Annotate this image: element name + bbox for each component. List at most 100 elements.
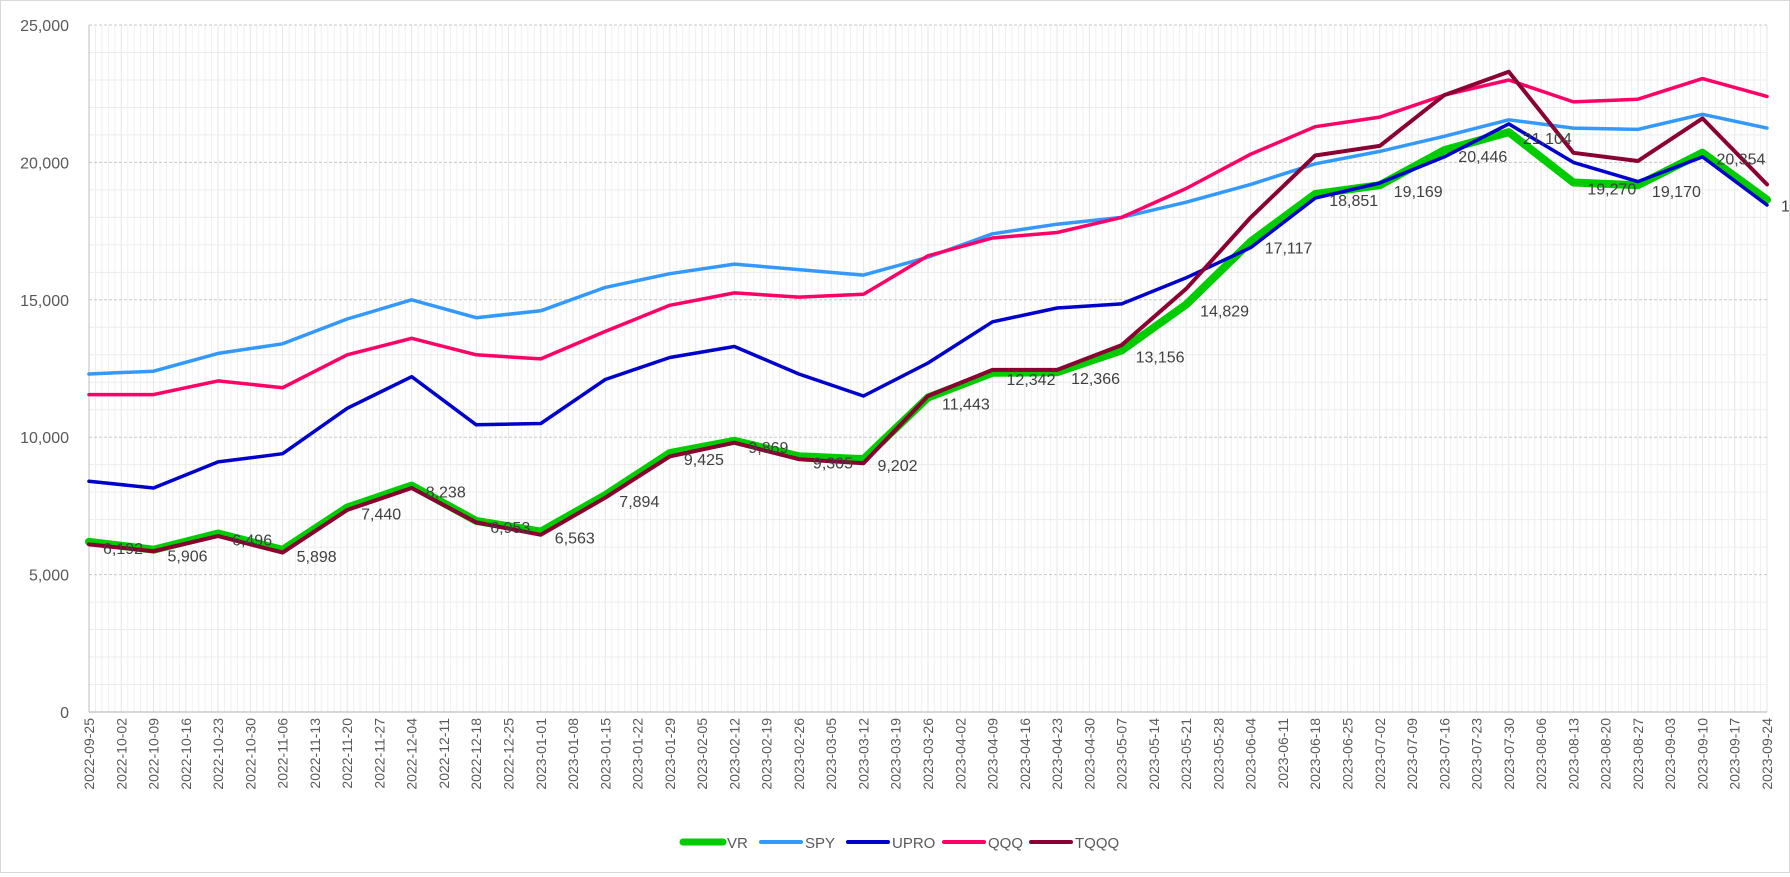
x-tick-label: 2023-07-02 [1372,718,1388,790]
legend-label: VR [727,835,748,852]
x-tick-label: 2023-03-05 [823,718,839,790]
x-tick-label: 2023-04-16 [1017,718,1033,790]
x-tick-label: 2022-12-18 [468,718,484,790]
x-tick-label: 2023-01-08 [565,718,581,790]
x-tick-label: 2023-04-02 [952,718,968,790]
legend-item-tqqq: TQQQ [1029,835,1119,852]
data-label: 11,443 [942,397,990,414]
data-label: 6,192 [103,541,143,558]
x-tick-label: 2023-02-12 [726,718,742,790]
x-tick-label: 2023-05-07 [1114,718,1130,790]
x-tick-label: 2023-01-22 [630,718,646,790]
legend-label: SPY [805,835,835,852]
data-label: 5,906 [168,549,208,566]
data-label: 19,270 [1587,181,1636,198]
data-label: 12,366 [1071,371,1120,388]
data-label: 19,169 [1394,184,1443,201]
x-tick-label: 2023-08-13 [1565,718,1581,790]
x-tick-label: 2023-02-05 [694,718,710,790]
x-tick-label: 2022-11-20 [339,718,355,789]
legend-item-upro: UPRO [846,835,935,852]
legend-label: UPRO [892,835,935,852]
x-tick-label: 2022-12-04 [404,718,420,790]
x-tick-label: 2023-07-23 [1469,718,1485,790]
x-tick-label: 2023-06-25 [1340,718,1356,790]
x-tick-label: 2023-09-24 [1759,718,1775,790]
data-label: 18,643 [1781,199,1789,216]
series-line-upro [87,122,1769,490]
x-tick-label: 2023-01-15 [597,718,613,790]
x-tick-label: 2022-11-27 [371,718,387,789]
x-tick-label: 2023-04-09 [985,718,1001,790]
x-tick-label: 2023-02-26 [791,718,807,790]
data-label: 9,869 [748,440,788,457]
data-labels: 6,192 5,906 6,496 5,898 7,440 8,238 6,953 6,563… [103,131,1790,566]
x-tick-label: 2022-10-09 [146,718,162,790]
x-tick-label: 2023-09-10 [1694,718,1710,790]
x-tick-label: 2023-06-04 [1243,718,1259,790]
data-label: 18,851 [1329,193,1378,210]
x-tick-label: 2023-03-12 [855,718,871,790]
x-tick-label: 2023-07-30 [1501,718,1517,790]
legend-item-spy: SPY [759,835,835,852]
series-line-tqqq [87,69,1769,555]
series-line-qqq [87,76,1769,397]
series-lines [85,69,1771,555]
data-label: 9,425 [684,452,724,469]
x-tick-label: 2023-08-06 [1533,718,1549,790]
legend-item-vr: VR [679,835,748,852]
x-tick-label: 2023-05-14 [1146,718,1162,790]
data-label: 20,354 [1716,152,1765,169]
data-label: 13,156 [1136,349,1185,366]
y-tick-label: 10,000 [20,430,69,447]
data-label: 8,238 [426,485,466,502]
x-axis-tick-labels: 2022-09-25 2022-10-02 2022-10-09 2022-10-16… [81,718,1775,790]
x-tick-label: 2023-09-17 [1727,718,1743,790]
y-tick-label: 15,000 [20,293,69,310]
x-tick-label: 2023-04-30 [1081,718,1097,790]
x-tick-label: 2023-07-09 [1404,718,1420,790]
y-tick-label: 5,000 [29,568,69,585]
data-label: 17,117 [1265,241,1313,258]
legend-label: TQQQ [1075,835,1119,852]
x-tick-label: 2022-12-11 [436,718,452,789]
data-label: 9,202 [877,458,917,475]
x-tick-label: 2023-03-19 [888,718,904,790]
x-tick-label: 2023-05-28 [1210,718,1226,790]
x-tick-label: 2022-10-30 [242,718,258,790]
x-tick-label: 2023-08-20 [1598,718,1614,790]
x-tick-label: 2023-01-01 [533,718,549,790]
data-label: 7,440 [361,507,401,524]
x-tick-label: 2023-04-23 [1049,718,1065,790]
x-tick-label: 2023-02-19 [759,718,775,790]
x-tick-label: 2022-09-25 [81,718,97,790]
x-tick-label: 2023-09-03 [1662,718,1678,790]
x-tick-label: 2023-06-18 [1307,718,1323,790]
data-label: 5,898 [297,549,337,566]
legend-item-qqq: QQQ [942,835,1023,852]
data-label: 9,305 [813,455,853,472]
x-tick-label: 2023-06-11 [1275,718,1291,789]
x-tick-label: 2022-12-25 [501,718,517,790]
y-tick-label: 25,000 [20,18,69,35]
y-axis-tick-labels: 0 5,000 10,000 15,000 20,000 25,000 [20,18,69,722]
x-tick-label: 2022-11-13 [307,718,323,789]
x-tick-label: 2022-10-23 [210,718,226,790]
legend: VR SPY UPRO QQQ TQQQ [679,835,1119,852]
x-tick-label: 2022-10-02 [113,718,129,790]
x-tick-label: 2023-05-21 [1178,718,1194,790]
data-label: 6,496 [232,532,272,549]
x-tick-label: 2023-03-26 [920,718,936,790]
data-label: 6,953 [490,520,530,537]
x-tick-label: 2023-01-29 [662,718,678,790]
data-label: 12,342 [1007,372,1056,389]
data-label: 19,170 [1652,184,1701,201]
y-tick-label: 0 [60,705,69,722]
data-label: 6,563 [555,531,595,548]
data-label: 7,894 [619,494,659,511]
x-tick-label: 2022-11-06 [275,718,291,789]
axes [88,25,1767,713]
data-label: 20,446 [1458,149,1507,166]
